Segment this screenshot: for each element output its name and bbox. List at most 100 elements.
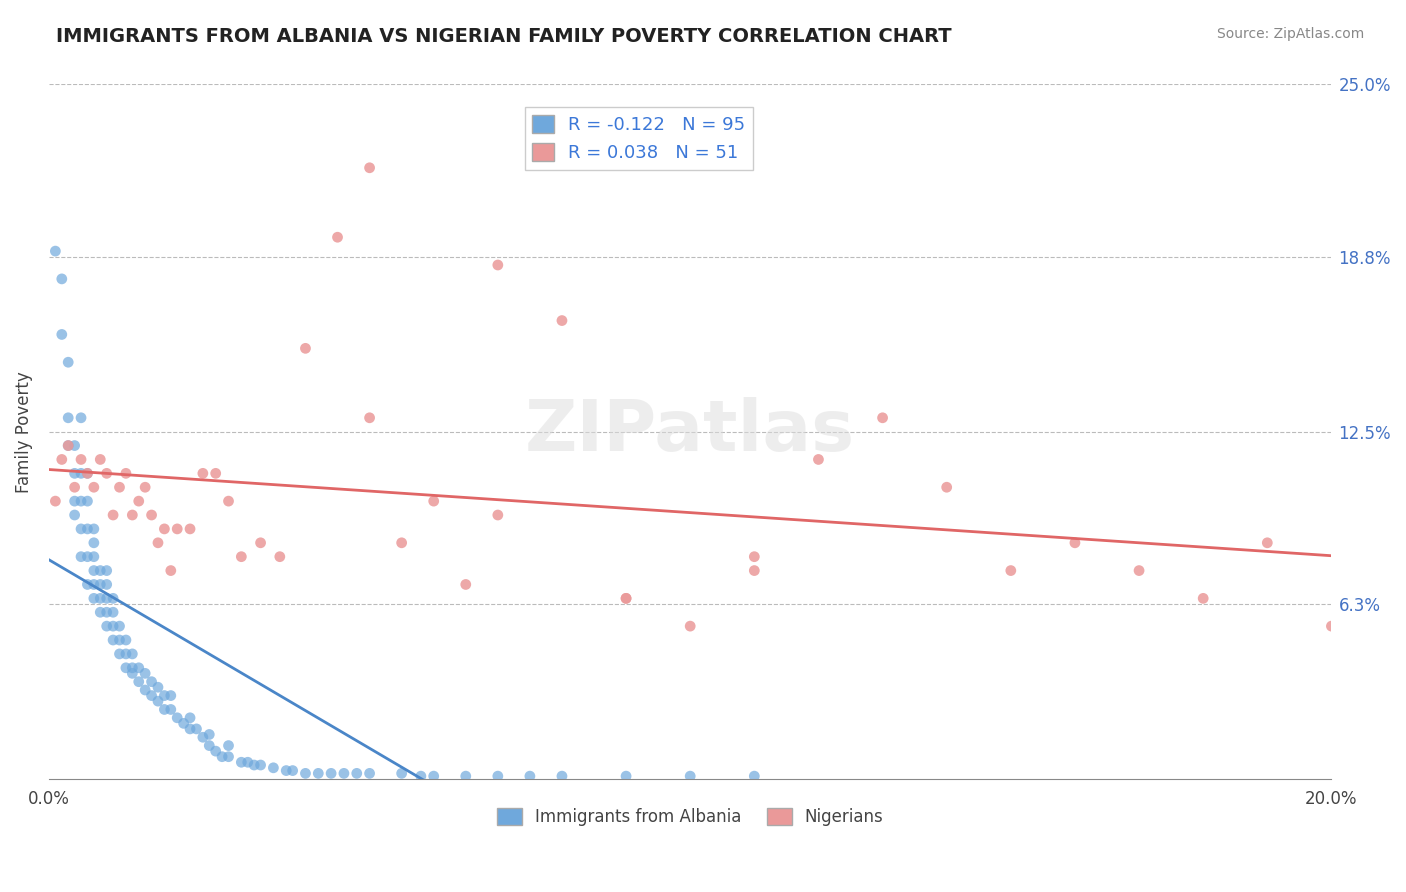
Point bbox=[101, 508, 124, 522]
Point bbox=[807, 452, 830, 467]
Point bbox=[96, 591, 118, 606]
Point bbox=[409, 769, 432, 783]
Point bbox=[179, 522, 201, 536]
Point bbox=[96, 605, 118, 619]
Point bbox=[179, 711, 201, 725]
Point bbox=[108, 647, 131, 661]
Point bbox=[935, 480, 957, 494]
Point bbox=[83, 536, 105, 550]
Point bbox=[1064, 536, 1087, 550]
Point bbox=[276, 764, 298, 778]
Point bbox=[173, 716, 195, 731]
Point bbox=[108, 619, 131, 633]
Point bbox=[231, 756, 253, 770]
Point bbox=[63, 439, 86, 453]
Point bbox=[218, 739, 240, 753]
Point bbox=[614, 591, 637, 606]
Point bbox=[89, 605, 111, 619]
Point bbox=[454, 769, 477, 783]
Point bbox=[96, 467, 118, 481]
Point bbox=[146, 680, 169, 694]
Point bbox=[83, 549, 105, 564]
Point bbox=[391, 766, 413, 780]
Point bbox=[70, 410, 93, 425]
Point bbox=[391, 536, 413, 550]
Point bbox=[51, 452, 73, 467]
Point bbox=[269, 549, 291, 564]
Point bbox=[134, 666, 156, 681]
Point bbox=[70, 467, 93, 481]
Point bbox=[486, 508, 509, 522]
Point bbox=[218, 494, 240, 508]
Point bbox=[63, 467, 86, 481]
Point bbox=[96, 564, 118, 578]
Point bbox=[89, 577, 111, 591]
Point bbox=[128, 661, 150, 675]
Point bbox=[108, 480, 131, 494]
Point bbox=[614, 591, 637, 606]
Point bbox=[44, 244, 66, 259]
Point bbox=[76, 549, 98, 564]
Point bbox=[128, 674, 150, 689]
Point bbox=[294, 342, 316, 356]
Point bbox=[179, 722, 201, 736]
Point bbox=[262, 761, 284, 775]
Point bbox=[153, 522, 176, 536]
Point bbox=[83, 577, 105, 591]
Point bbox=[159, 689, 181, 703]
Point bbox=[115, 647, 138, 661]
Point bbox=[101, 605, 124, 619]
Point bbox=[101, 619, 124, 633]
Point bbox=[198, 727, 221, 741]
Point bbox=[51, 327, 73, 342]
Point bbox=[186, 722, 208, 736]
Point bbox=[294, 766, 316, 780]
Point bbox=[146, 536, 169, 550]
Point bbox=[63, 480, 86, 494]
Point bbox=[58, 355, 80, 369]
Point bbox=[134, 683, 156, 698]
Point bbox=[346, 766, 368, 780]
Point bbox=[141, 674, 163, 689]
Point bbox=[486, 769, 509, 783]
Point bbox=[204, 467, 226, 481]
Legend: Immigrants from Albania, Nigerians: Immigrants from Albania, Nigerians bbox=[491, 802, 890, 833]
Point bbox=[359, 766, 381, 780]
Point bbox=[83, 480, 105, 494]
Point bbox=[191, 467, 214, 481]
Point bbox=[108, 633, 131, 648]
Point bbox=[744, 769, 766, 783]
Point bbox=[76, 494, 98, 508]
Point bbox=[44, 494, 66, 508]
Point bbox=[359, 410, 381, 425]
Point bbox=[141, 689, 163, 703]
Point bbox=[134, 480, 156, 494]
Point bbox=[76, 577, 98, 591]
Point bbox=[121, 666, 143, 681]
Point bbox=[422, 769, 444, 783]
Point bbox=[679, 619, 702, 633]
Point bbox=[115, 467, 138, 481]
Point bbox=[243, 758, 266, 772]
Point bbox=[166, 522, 188, 536]
Point bbox=[1320, 619, 1343, 633]
Point bbox=[744, 564, 766, 578]
Point bbox=[76, 467, 98, 481]
Point bbox=[281, 764, 304, 778]
Point bbox=[204, 744, 226, 758]
Point bbox=[96, 619, 118, 633]
Point bbox=[76, 467, 98, 481]
Point bbox=[58, 439, 80, 453]
Point bbox=[249, 758, 271, 772]
Point bbox=[422, 494, 444, 508]
Point bbox=[218, 749, 240, 764]
Point bbox=[101, 633, 124, 648]
Point bbox=[83, 522, 105, 536]
Point bbox=[153, 689, 176, 703]
Point bbox=[166, 711, 188, 725]
Point bbox=[333, 766, 356, 780]
Point bbox=[83, 591, 105, 606]
Text: ZIPatlas: ZIPatlas bbox=[524, 397, 855, 467]
Point bbox=[551, 313, 574, 327]
Text: Source: ZipAtlas.com: Source: ZipAtlas.com bbox=[1216, 27, 1364, 41]
